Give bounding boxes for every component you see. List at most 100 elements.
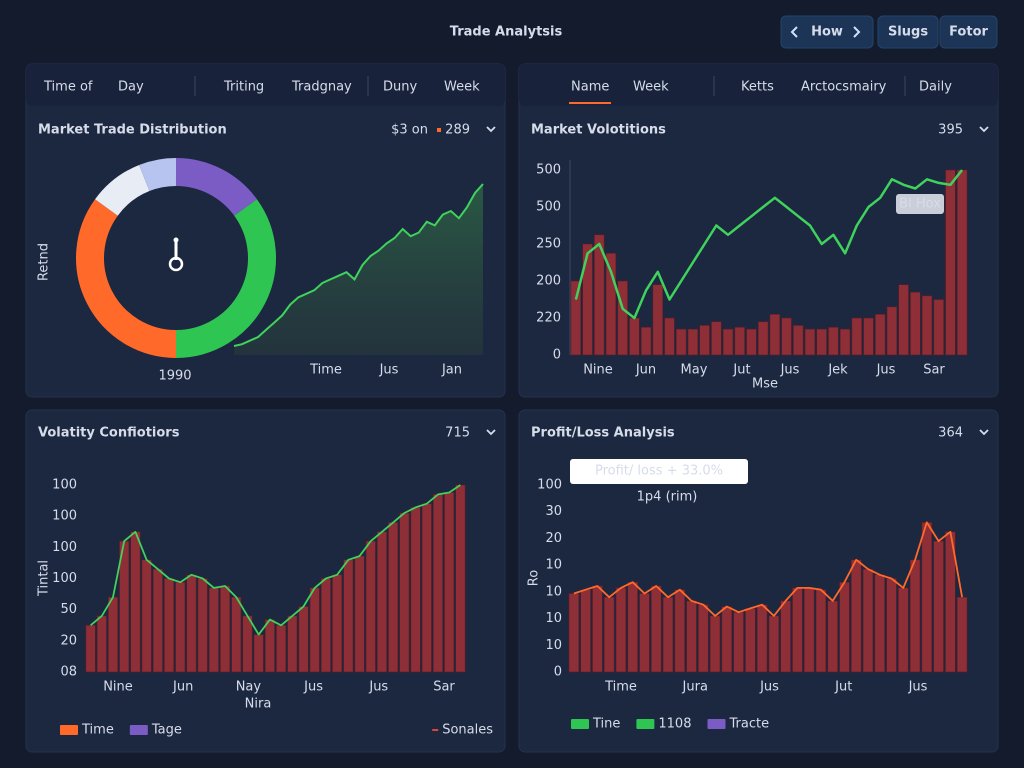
tab[interactable]: Tradgnay bbox=[291, 80, 352, 95]
y-tick-label: 0 bbox=[554, 665, 562, 680]
trend-line bbox=[573, 521, 963, 617]
bar bbox=[617, 280, 628, 356]
bar bbox=[152, 568, 163, 673]
bar bbox=[745, 608, 756, 673]
bar bbox=[421, 503, 432, 673]
tab[interactable]: Duny bbox=[383, 80, 417, 95]
bar bbox=[568, 593, 580, 673]
tab[interactable]: Day bbox=[118, 80, 144, 95]
y-tick-label: 100 bbox=[52, 478, 77, 493]
bar bbox=[898, 587, 909, 673]
header-button[interactable]: Slugs bbox=[877, 15, 939, 49]
x-tick-label: Jus bbox=[303, 680, 323, 695]
tab[interactable]: Week bbox=[633, 80, 669, 95]
y-tick-label: 500 bbox=[536, 163, 561, 178]
donut-label: 1990 bbox=[158, 369, 191, 384]
y-tick-label: 220 bbox=[536, 311, 561, 326]
bar bbox=[815, 589, 827, 673]
bar bbox=[699, 325, 710, 356]
bar bbox=[803, 587, 815, 673]
bar bbox=[711, 321, 722, 356]
header-button[interactable]: Fotor bbox=[939, 15, 998, 49]
bar bbox=[792, 587, 803, 673]
bar bbox=[130, 531, 141, 673]
x-tick-label: Jus bbox=[379, 363, 399, 378]
bar bbox=[231, 596, 242, 673]
tab[interactable]: Name bbox=[571, 80, 609, 95]
y-tick-label: 20 bbox=[545, 531, 562, 546]
bar bbox=[686, 600, 697, 673]
bar bbox=[455, 484, 466, 673]
bar bbox=[781, 317, 792, 356]
bar bbox=[652, 284, 664, 356]
tab[interactable]: Week bbox=[444, 80, 480, 95]
bar bbox=[921, 295, 933, 356]
chevron-right bbox=[853, 26, 861, 38]
bar bbox=[287, 615, 298, 673]
header-button[interactable]: How bbox=[780, 15, 874, 49]
x-tick-label: Nay bbox=[236, 680, 262, 695]
y-tick-label: 100 bbox=[52, 540, 77, 555]
bar bbox=[839, 328, 851, 356]
tab[interactable]: Arctocsmairy bbox=[801, 80, 887, 95]
x-tick-label: Jus bbox=[368, 680, 388, 695]
bar bbox=[175, 581, 186, 673]
panel-title: Market Volotitions bbox=[531, 123, 666, 138]
dropdown-chevron[interactable] bbox=[979, 429, 989, 436]
bar bbox=[343, 559, 354, 673]
bar bbox=[863, 317, 874, 356]
bar bbox=[956, 169, 968, 356]
x-tick-label: Jus bbox=[908, 680, 928, 695]
tab[interactable]: Daily bbox=[919, 80, 952, 95]
bar bbox=[640, 326, 652, 356]
y-tick-label: 30 bbox=[545, 504, 562, 519]
y-axis-title: Retnd bbox=[37, 243, 52, 281]
x-tick-label: Sar bbox=[433, 680, 455, 695]
y-tick-label: 100 bbox=[537, 478, 562, 493]
bar bbox=[945, 169, 956, 356]
tab[interactable]: Time of bbox=[43, 80, 93, 95]
bar bbox=[898, 284, 909, 356]
x-tick-label: Jut bbox=[834, 680, 852, 695]
legend-swatch bbox=[60, 725, 78, 735]
bar bbox=[956, 596, 968, 673]
legend-swatch bbox=[636, 719, 655, 729]
bar bbox=[687, 328, 699, 356]
x-tick-label: Jek bbox=[827, 363, 848, 378]
bar bbox=[850, 559, 862, 673]
bar bbox=[722, 328, 734, 356]
page-title: Trade Analytsis bbox=[450, 25, 563, 40]
tab-bar bbox=[519, 64, 998, 106]
dropdown-chevron[interactable] bbox=[979, 126, 989, 133]
bar bbox=[388, 522, 399, 673]
donut-segment bbox=[139, 157, 177, 192]
bar bbox=[197, 578, 208, 673]
bar bbox=[615, 587, 627, 673]
x-axis-sub: Nira bbox=[245, 697, 272, 712]
tab[interactable]: Triting bbox=[223, 80, 264, 95]
button-label: Fotor bbox=[949, 25, 988, 40]
bar bbox=[675, 328, 687, 356]
dropdown-chevron[interactable] bbox=[486, 429, 496, 436]
bar bbox=[780, 600, 791, 673]
badge: 395 bbox=[938, 123, 963, 138]
bar bbox=[874, 313, 886, 356]
dropdown-chevron[interactable] bbox=[486, 126, 496, 133]
bar bbox=[664, 317, 675, 356]
bar bbox=[910, 291, 921, 356]
button-label: How bbox=[811, 25, 843, 40]
y-tick-label: 250 bbox=[536, 237, 561, 252]
bar bbox=[592, 585, 603, 673]
legend-swatch bbox=[571, 719, 589, 729]
bar bbox=[320, 578, 331, 673]
y-axis-title: Ro bbox=[527, 570, 542, 586]
bar bbox=[220, 585, 231, 673]
badge-dot bbox=[437, 128, 441, 132]
tooltip-text: Profit/ loss + 33.0% bbox=[595, 464, 723, 479]
bar bbox=[639, 593, 650, 673]
tab[interactable]: Ketts bbox=[741, 80, 774, 95]
bar bbox=[721, 606, 733, 673]
x-tick-label: May bbox=[681, 363, 708, 378]
bar bbox=[709, 615, 721, 673]
